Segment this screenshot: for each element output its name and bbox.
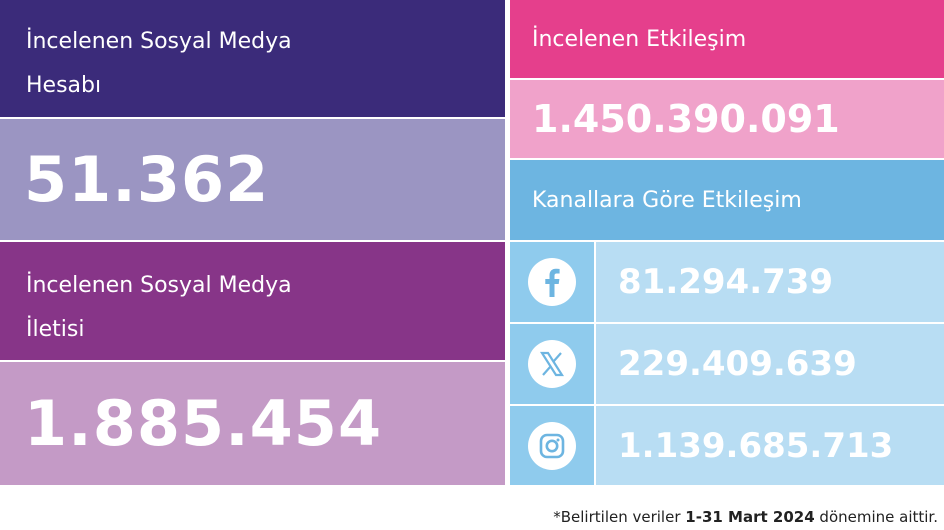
instagram-icon [510, 406, 594, 485]
facebook-icon [510, 242, 594, 322]
accounts-label: İncelenen Sosyal Medya Hesabı [26, 29, 292, 98]
x-value: 229.409.639 [596, 324, 944, 404]
engagement-label: İncelenen Etkileşim [510, 0, 944, 78]
footnote: *Belirtilen veriler 1-31 Mart 2024 dönem… [553, 508, 938, 526]
footnote-before: *Belirtilen veriler [553, 508, 681, 526]
posts-header: İncelenen Sosyal Medya İletisi [0, 242, 505, 360]
footnote-period: 1-31 Mart 2024 [685, 508, 815, 526]
accounts-header: İncelenen Sosyal Medya Hesabı [0, 0, 505, 117]
posts-label: İncelenen Sosyal Medya İletisi [26, 273, 292, 342]
instagram-logo [528, 421, 576, 470]
posts-value: 1.885.454 [0, 362, 505, 485]
x-icon [510, 324, 594, 404]
facebook-value: 81.294.739 [596, 242, 944, 322]
x-logo [528, 340, 576, 388]
engagement-value: 1.450.390.091 [510, 80, 944, 158]
instagram-value: 1.139.685.713 [596, 406, 944, 485]
facebook-logo [528, 258, 576, 306]
footnote-after: dönemine aittir. [819, 508, 938, 526]
accounts-value: 51.362 [0, 119, 505, 240]
channels-label: Kanallara Göre Etkileşim [510, 160, 944, 240]
